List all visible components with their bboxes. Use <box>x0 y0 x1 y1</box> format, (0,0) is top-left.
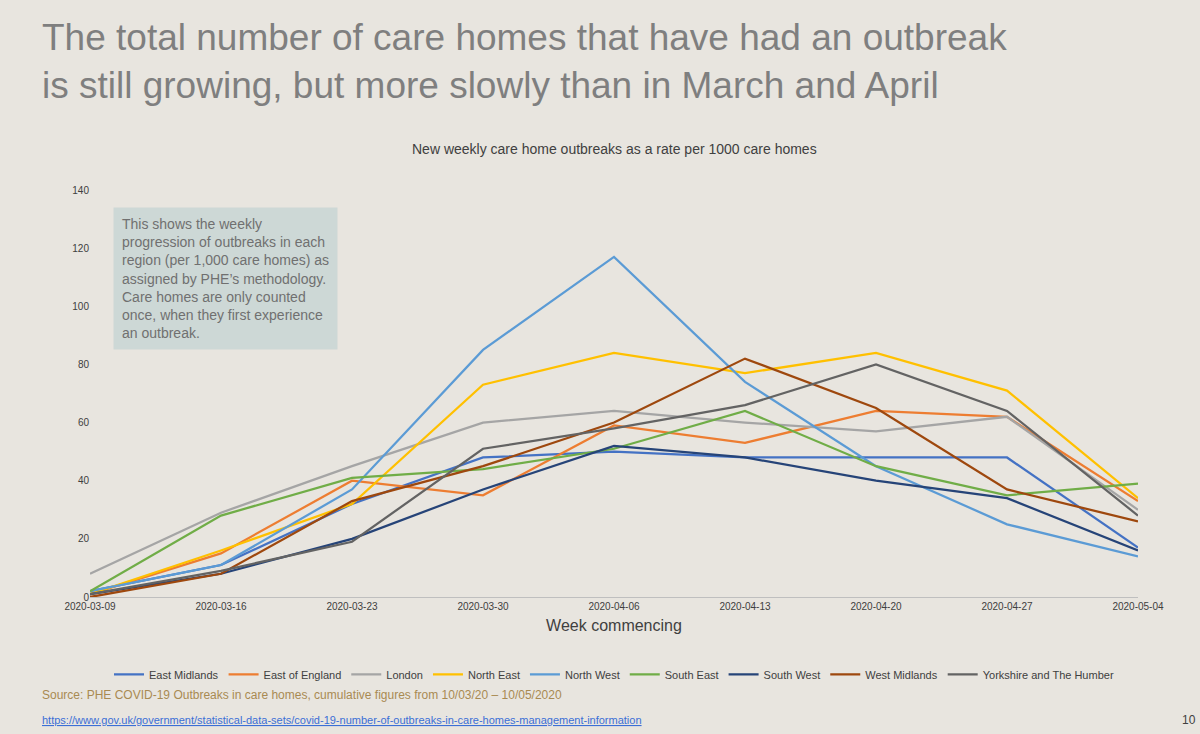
svg-text:2020-04-13: 2020-04-13 <box>719 601 771 612</box>
svg-text:East of England: East of England <box>264 669 342 681</box>
svg-text:2020-04-06: 2020-04-06 <box>588 601 640 612</box>
svg-text:2020-04-27: 2020-04-27 <box>981 601 1033 612</box>
svg-text:South West: South West <box>764 669 821 681</box>
svg-text:2020-03-30: 2020-03-30 <box>457 601 509 612</box>
svg-text:0: 0 <box>83 592 89 603</box>
svg-text:100: 100 <box>72 301 89 312</box>
svg-text:20: 20 <box>78 533 90 544</box>
svg-text:2020-03-23: 2020-03-23 <box>326 601 378 612</box>
svg-text:120: 120 <box>72 243 89 254</box>
svg-text:2020-03-09: 2020-03-09 <box>64 601 116 612</box>
svg-text:This shows the weeklyprogressi: This shows the weeklyprogression of outb… <box>122 216 329 341</box>
svg-text:London: London <box>386 669 423 681</box>
svg-text:40: 40 <box>78 475 90 486</box>
svg-text:60: 60 <box>78 417 90 428</box>
svg-text:80: 80 <box>78 359 90 370</box>
svg-text:The total number of care homes: The total number of care homes that have… <box>42 17 1007 106</box>
svg-text:Yorkshire and The Humber: Yorkshire and The Humber <box>983 669 1114 681</box>
svg-text:10: 10 <box>1182 713 1196 727</box>
svg-text:East Midlands: East Midlands <box>149 669 219 681</box>
svg-text:New weekly care home outbreaks: New weekly care home outbreaks as a rate… <box>412 141 817 157</box>
svg-text:https://www.gov.uk/government/: https://www.gov.uk/government/statistica… <box>42 714 642 726</box>
svg-text:140: 140 <box>72 185 89 196</box>
svg-text:South East: South East <box>665 669 719 681</box>
svg-text:2020-05-04: 2020-05-04 <box>1112 601 1164 612</box>
svg-text:Week commencing: Week commencing <box>546 617 682 634</box>
svg-text:West Midlands: West Midlands <box>865 669 937 681</box>
svg-text:North West: North West <box>565 669 620 681</box>
svg-text:2020-03-16: 2020-03-16 <box>195 601 247 612</box>
svg-text:2020-04-20: 2020-04-20 <box>850 601 902 612</box>
svg-text:Source: PHE COVID-19 Outbreaks: Source: PHE COVID-19 Outbreaks in care h… <box>42 688 562 702</box>
svg-text:North East: North East <box>468 669 520 681</box>
